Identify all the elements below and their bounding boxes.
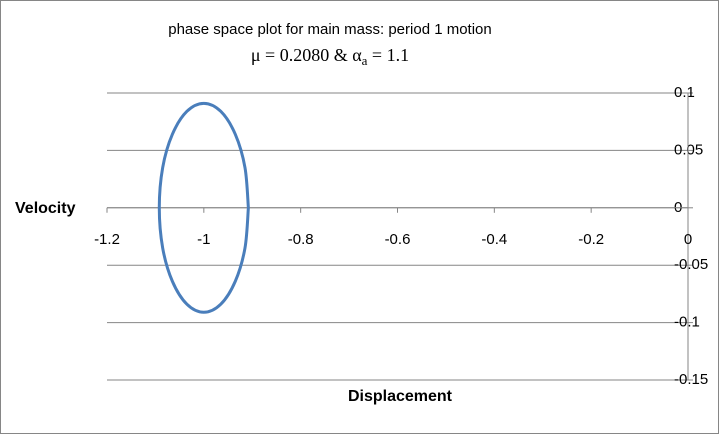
y-tick-label: -0.1 xyxy=(674,314,700,331)
x-tick-label: -1.2 xyxy=(94,231,120,248)
series-line xyxy=(157,101,250,314)
y-tick-label: -0.15 xyxy=(674,371,708,388)
x-tick-label: -0.4 xyxy=(481,231,507,248)
x-tick-label: -0.2 xyxy=(578,231,604,248)
x-tick-label: -0.6 xyxy=(385,231,411,248)
y-tick-label: 0 xyxy=(674,199,682,216)
y-tick-label: 0.05 xyxy=(674,141,703,158)
x-tick-label: -0.8 xyxy=(288,231,314,248)
x-tick-label: -1 xyxy=(197,231,210,248)
y-axis-title: Velocity xyxy=(15,200,76,217)
subtitle-part: μ = 0.2080 & α xyxy=(251,45,362,65)
x-axis-title: Displacement xyxy=(348,388,453,405)
x-tick-label: 0 xyxy=(684,231,692,248)
subtitle-part: = 1.1 xyxy=(367,45,409,65)
y-tick-label: -0.05 xyxy=(674,256,708,273)
y-tick-label: 0.1 xyxy=(674,84,695,101)
subtitle-subscript: a xyxy=(362,53,368,68)
chart-subtitle: μ = 0.2080 & αa = 1.1 xyxy=(251,45,409,68)
chart-title: phase space plot for main mass: period 1… xyxy=(168,21,492,38)
